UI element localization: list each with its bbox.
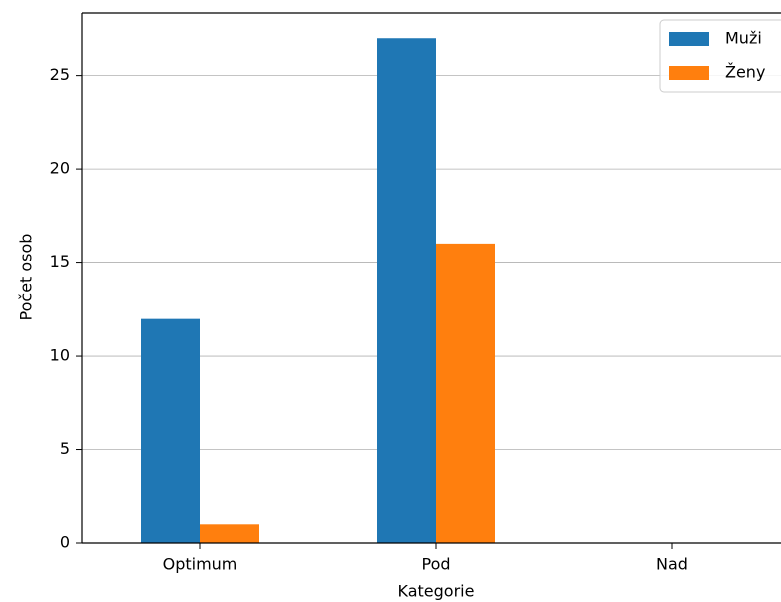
x-tick-label: Nad — [656, 555, 688, 574]
bars — [141, 38, 495, 543]
bar-muži-optimum — [141, 318, 200, 543]
legend-swatch — [669, 66, 709, 80]
y-axis-label: Počet osob — [17, 234, 36, 321]
y-tick-label: 10 — [50, 346, 70, 365]
legend-label: Ženy — [725, 63, 765, 82]
axes — [81, 12, 781, 544]
x-ticks: Optimum Pod Nad — [163, 543, 688, 574]
x-axis-label: Kategorie — [398, 582, 475, 601]
bar-ženy-optimum — [200, 524, 259, 543]
legend: Muži Ženy — [659, 19, 781, 93]
y-tick-label: 15 — [50, 252, 70, 271]
x-tick-label: Optimum — [163, 555, 238, 574]
bar-muži-pod — [377, 38, 436, 543]
y-tick-label: 25 — [50, 65, 70, 84]
y-tick-label: 0 — [60, 533, 70, 552]
y-ticks: 0 5 10 15 20 25 — [50, 65, 82, 552]
x-tick-label: Pod — [421, 555, 450, 574]
bar-ženy-pod — [436, 243, 495, 543]
legend-swatch — [669, 32, 709, 46]
y-tick-label: 20 — [50, 159, 70, 178]
y-tick-label: 5 — [60, 439, 70, 458]
legend-label: Muži — [725, 29, 762, 48]
